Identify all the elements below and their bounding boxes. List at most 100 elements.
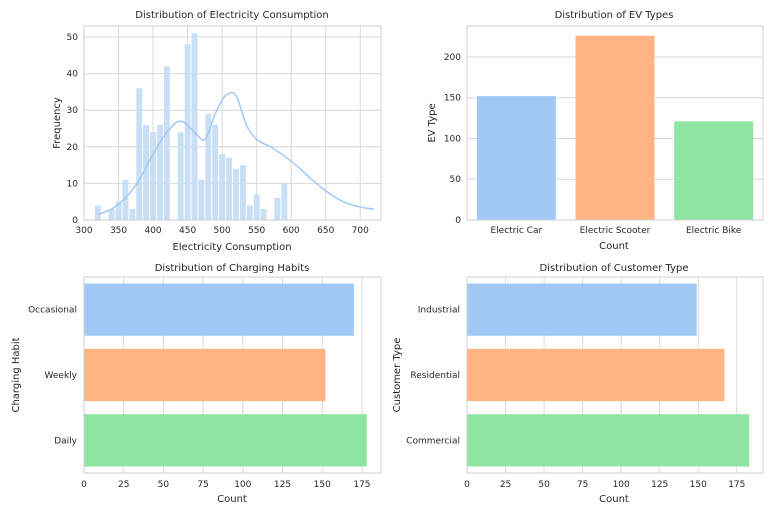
chart-title: Distribution of Electricity Consumption [135,10,328,21]
x-tick-label: Electric Bike [686,226,742,236]
histogram-bar [219,154,226,220]
x-tick-label: 450 [179,226,196,236]
histogram-bar [184,44,191,221]
y-axis-label: EV Type [427,103,438,142]
y-tick-label: Weekly [45,371,78,381]
y-tick-label: 100 [444,134,461,144]
y-tick-label: 0 [455,216,461,226]
x-tick-label: 700 [352,226,369,236]
x-tick-label: 175 [728,480,745,490]
histogram-bar [191,33,198,220]
histogram-bar [281,183,288,220]
x-tick-label: 550 [248,226,265,236]
x-axis-label: Count [599,494,629,505]
x-tick-label: 75 [577,480,588,490]
y-axis-label: Frequency [52,97,63,149]
histogram-bar [233,168,239,220]
y-tick-label: Occasional [28,306,77,316]
bar [467,414,750,467]
bar [84,348,326,402]
barh-customer-type: Distribution of Customer Type 0 25 50 75 100… [392,263,764,505]
histogram-bar [177,132,184,220]
histogram-bar [150,132,157,220]
histogram-bar [260,209,267,220]
y-tick-label: Industrial [418,306,460,316]
plot-frame [466,276,764,474]
y-tick-label: 50 [67,33,79,43]
x-tick-label: 350 [110,226,127,236]
histogram-bar [239,165,246,220]
x-tick-label: 75 [197,480,208,490]
chart-title: Distribution of Customer Type [539,263,688,274]
y-tick-label: 200 [444,53,461,63]
histogram-bar [198,179,205,220]
histogram-bar [157,124,163,220]
y-tick-label: 0 [72,216,78,226]
histogram-bar [163,66,170,220]
histogram-bar [205,113,212,220]
y-tick-label: Daily [54,436,77,446]
chart-title: Distribution of EV Types [555,10,674,21]
x-tick-label: 300 [75,226,92,236]
bar [674,121,754,220]
x-tick-label: 600 [283,226,300,236]
y-tick-label: 30 [67,106,79,116]
histogram-bar [253,194,260,220]
histogram-bar [274,198,281,220]
histogram-bar [129,209,136,220]
x-axis-label: Count [217,494,247,505]
plot-frame [83,276,382,474]
bar [476,96,556,220]
x-tick-label: 100 [234,480,251,490]
x-tick-label: 100 [613,480,630,490]
histogram-bar [115,201,122,220]
bar [467,283,697,336]
y-tick-label: 20 [67,143,79,153]
x-tick-label: 400 [144,226,161,236]
y-axis-label: Charging Habit [11,337,22,412]
histogram-bar [246,205,253,220]
x-tick-label: 25 [500,480,511,490]
y-tick-label: Commercial [406,436,460,446]
bar-ev-types: Distribution of EV Types 0 50 100 150 200 Ele… [427,10,764,252]
y-tick-label: 50 [450,175,462,185]
barh-charging-habits: Distribution of Charging Habits 0 25 50 75 1… [11,263,382,505]
plot-frame [466,25,764,221]
bar [84,414,367,467]
histogram-bar [136,88,143,221]
bar [575,35,655,221]
x-tick-label: 150 [314,480,331,490]
x-tick-label: 50 [158,480,170,490]
x-tick-label: 150 [690,480,707,490]
y-tick-label: 150 [444,94,461,104]
x-axis-label: Electricity Consumption [172,242,291,253]
histogram-electricity-consumption: Distribution of Electricity Consumption … [52,10,382,253]
histogram-bar [94,205,101,220]
y-tick-label: 10 [67,179,79,189]
kde-line [97,91,375,216]
x-tick-label: 0 [81,480,87,490]
x-tick-label: 50 [538,480,550,490]
x-axis-label: Count [599,241,629,252]
histogram-bar [122,179,129,220]
histogram-bar [143,124,150,220]
x-tick-label: 125 [651,480,668,490]
plot-frame [83,25,382,221]
chart-title: Distribution of Charging Habits [155,263,310,274]
x-tick-label: 500 [214,226,231,236]
x-tick-label: 175 [353,480,370,490]
x-tick-label: 125 [274,480,291,490]
x-tick-label: Electric Scooter [580,226,651,236]
x-tick-label: 650 [317,226,334,236]
y-tick-label: 40 [67,70,79,80]
y-tick-label: Residential [410,371,460,381]
bar [84,283,354,336]
histogram-bar [108,209,115,220]
x-tick-label: 25 [118,480,129,490]
y-axis-label: Customer Type [392,338,403,413]
x-tick-label: 0 [464,480,470,490]
x-tick-label: Electric Car [490,226,542,236]
histogram-bar [226,157,232,220]
bar [467,348,725,402]
